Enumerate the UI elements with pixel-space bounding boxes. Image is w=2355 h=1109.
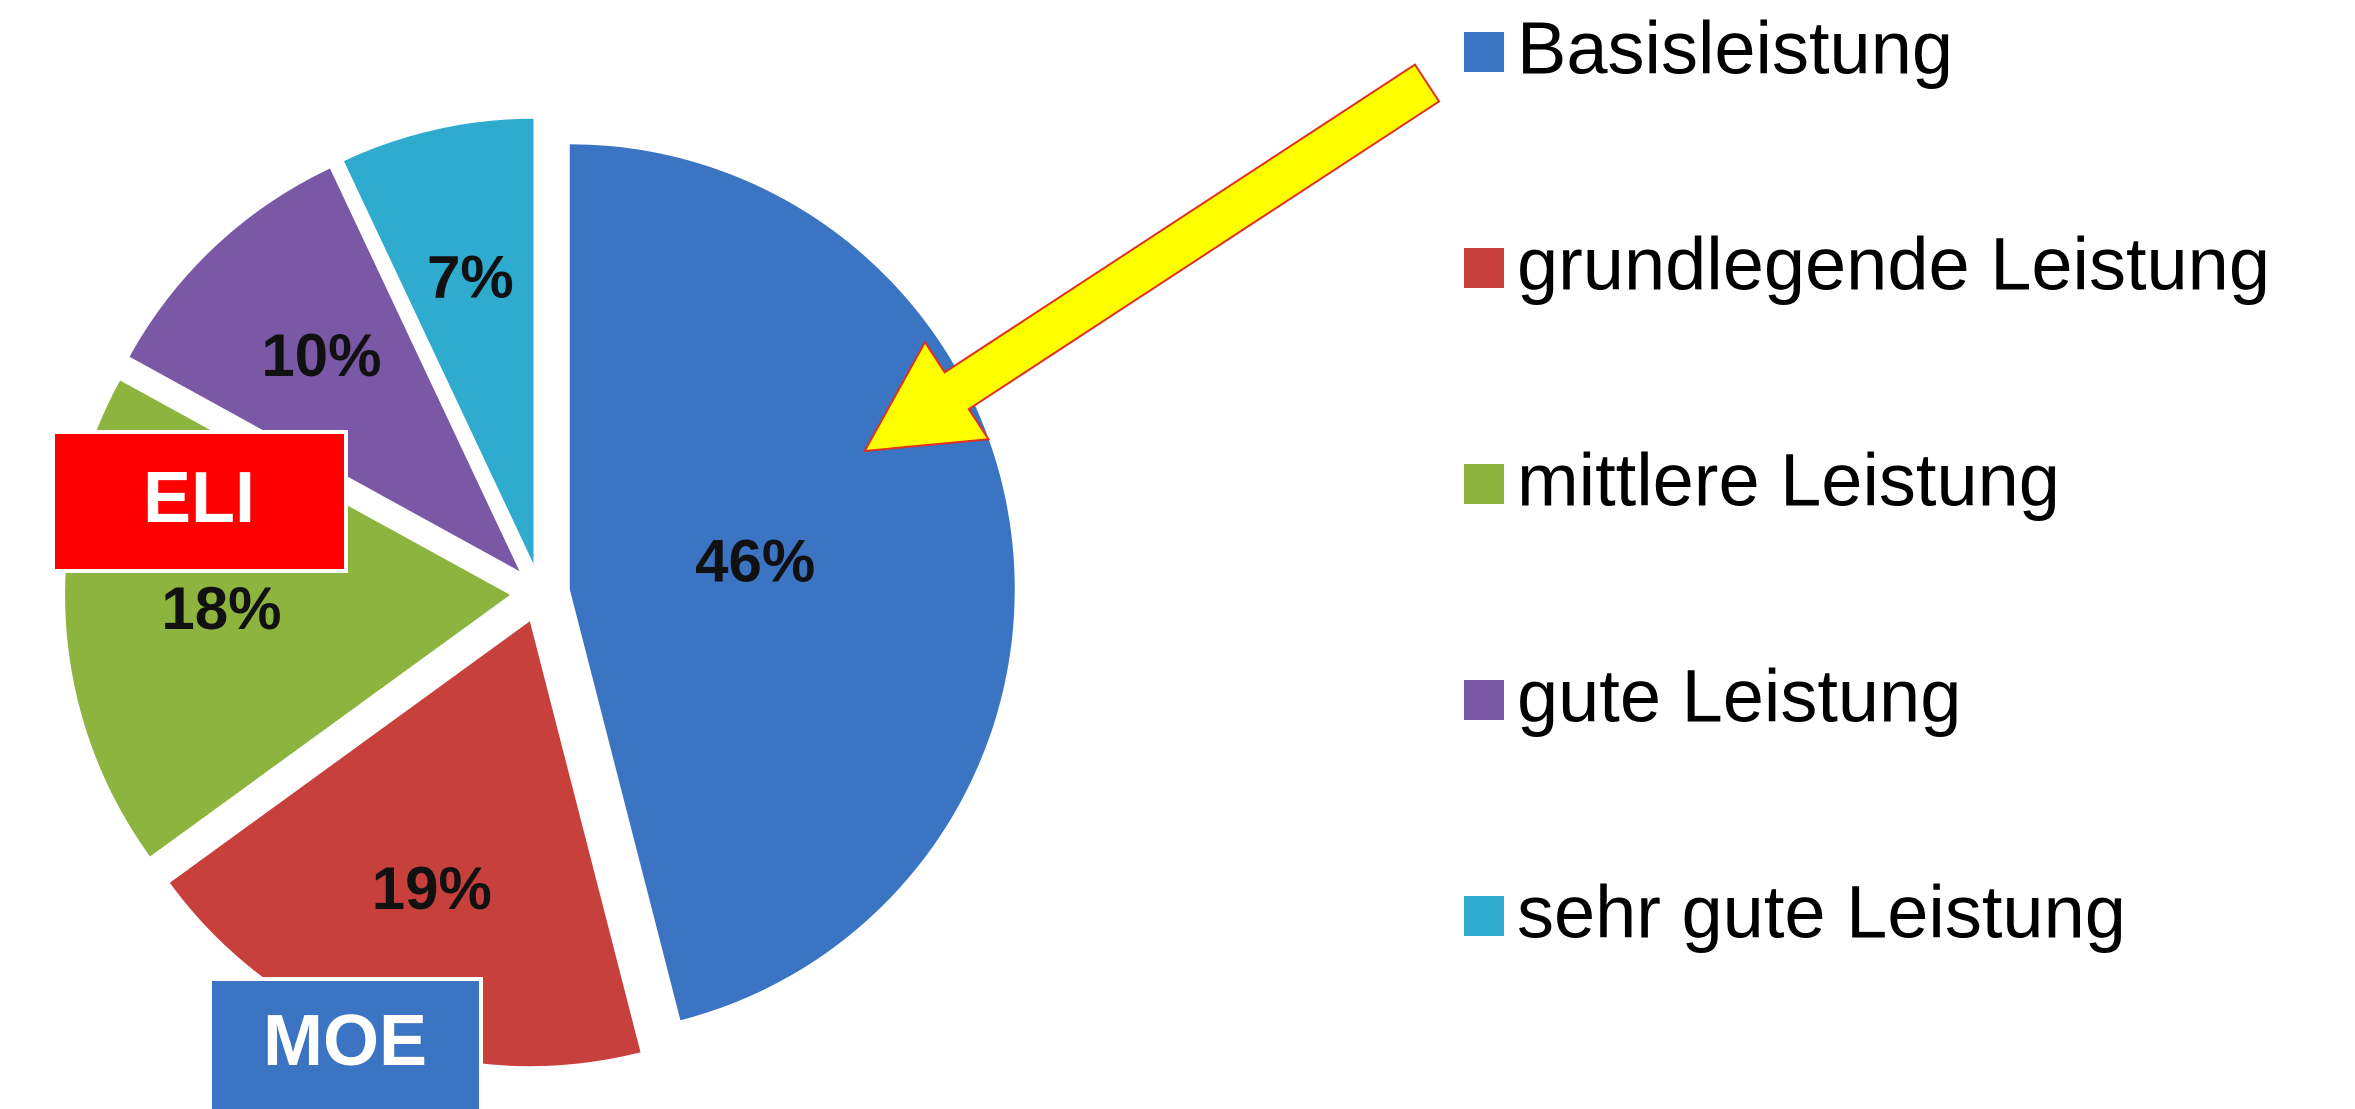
legend-swatch — [1464, 248, 1504, 288]
legend-label: gute Leistung — [1517, 655, 1961, 738]
slice — [569, 144, 1015, 1021]
data-label: 7% — [427, 243, 514, 310]
legend-swatch — [1464, 32, 1504, 72]
annotation-box — [208, 977, 483, 1109]
slices — [65, 118, 1015, 1067]
arrow — [862, 63, 1441, 453]
legend-label: sehr gute Leistung — [1517, 871, 2126, 954]
slice — [129, 168, 520, 572]
arrow-shape — [862, 63, 1441, 453]
legend-label: Basisleistung — [1517, 7, 1953, 90]
data-label: 19% — [372, 855, 492, 922]
legend-swatch — [1464, 896, 1504, 936]
data-label: 18% — [161, 575, 281, 642]
slice — [169, 621, 641, 1067]
annotation: MOE — [263, 1001, 427, 1081]
legend-label: grundlegende Leistung — [1517, 223, 2270, 306]
annotation: ELI — [143, 458, 255, 538]
data-label: 10% — [261, 322, 381, 389]
slice — [343, 118, 534, 564]
annotation-box — [51, 430, 348, 573]
data-label: 46% — [695, 528, 815, 595]
legend-label: mittlere Leistung — [1517, 439, 2060, 522]
legend-swatch — [1464, 464, 1504, 504]
legend-swatch — [1464, 680, 1504, 720]
